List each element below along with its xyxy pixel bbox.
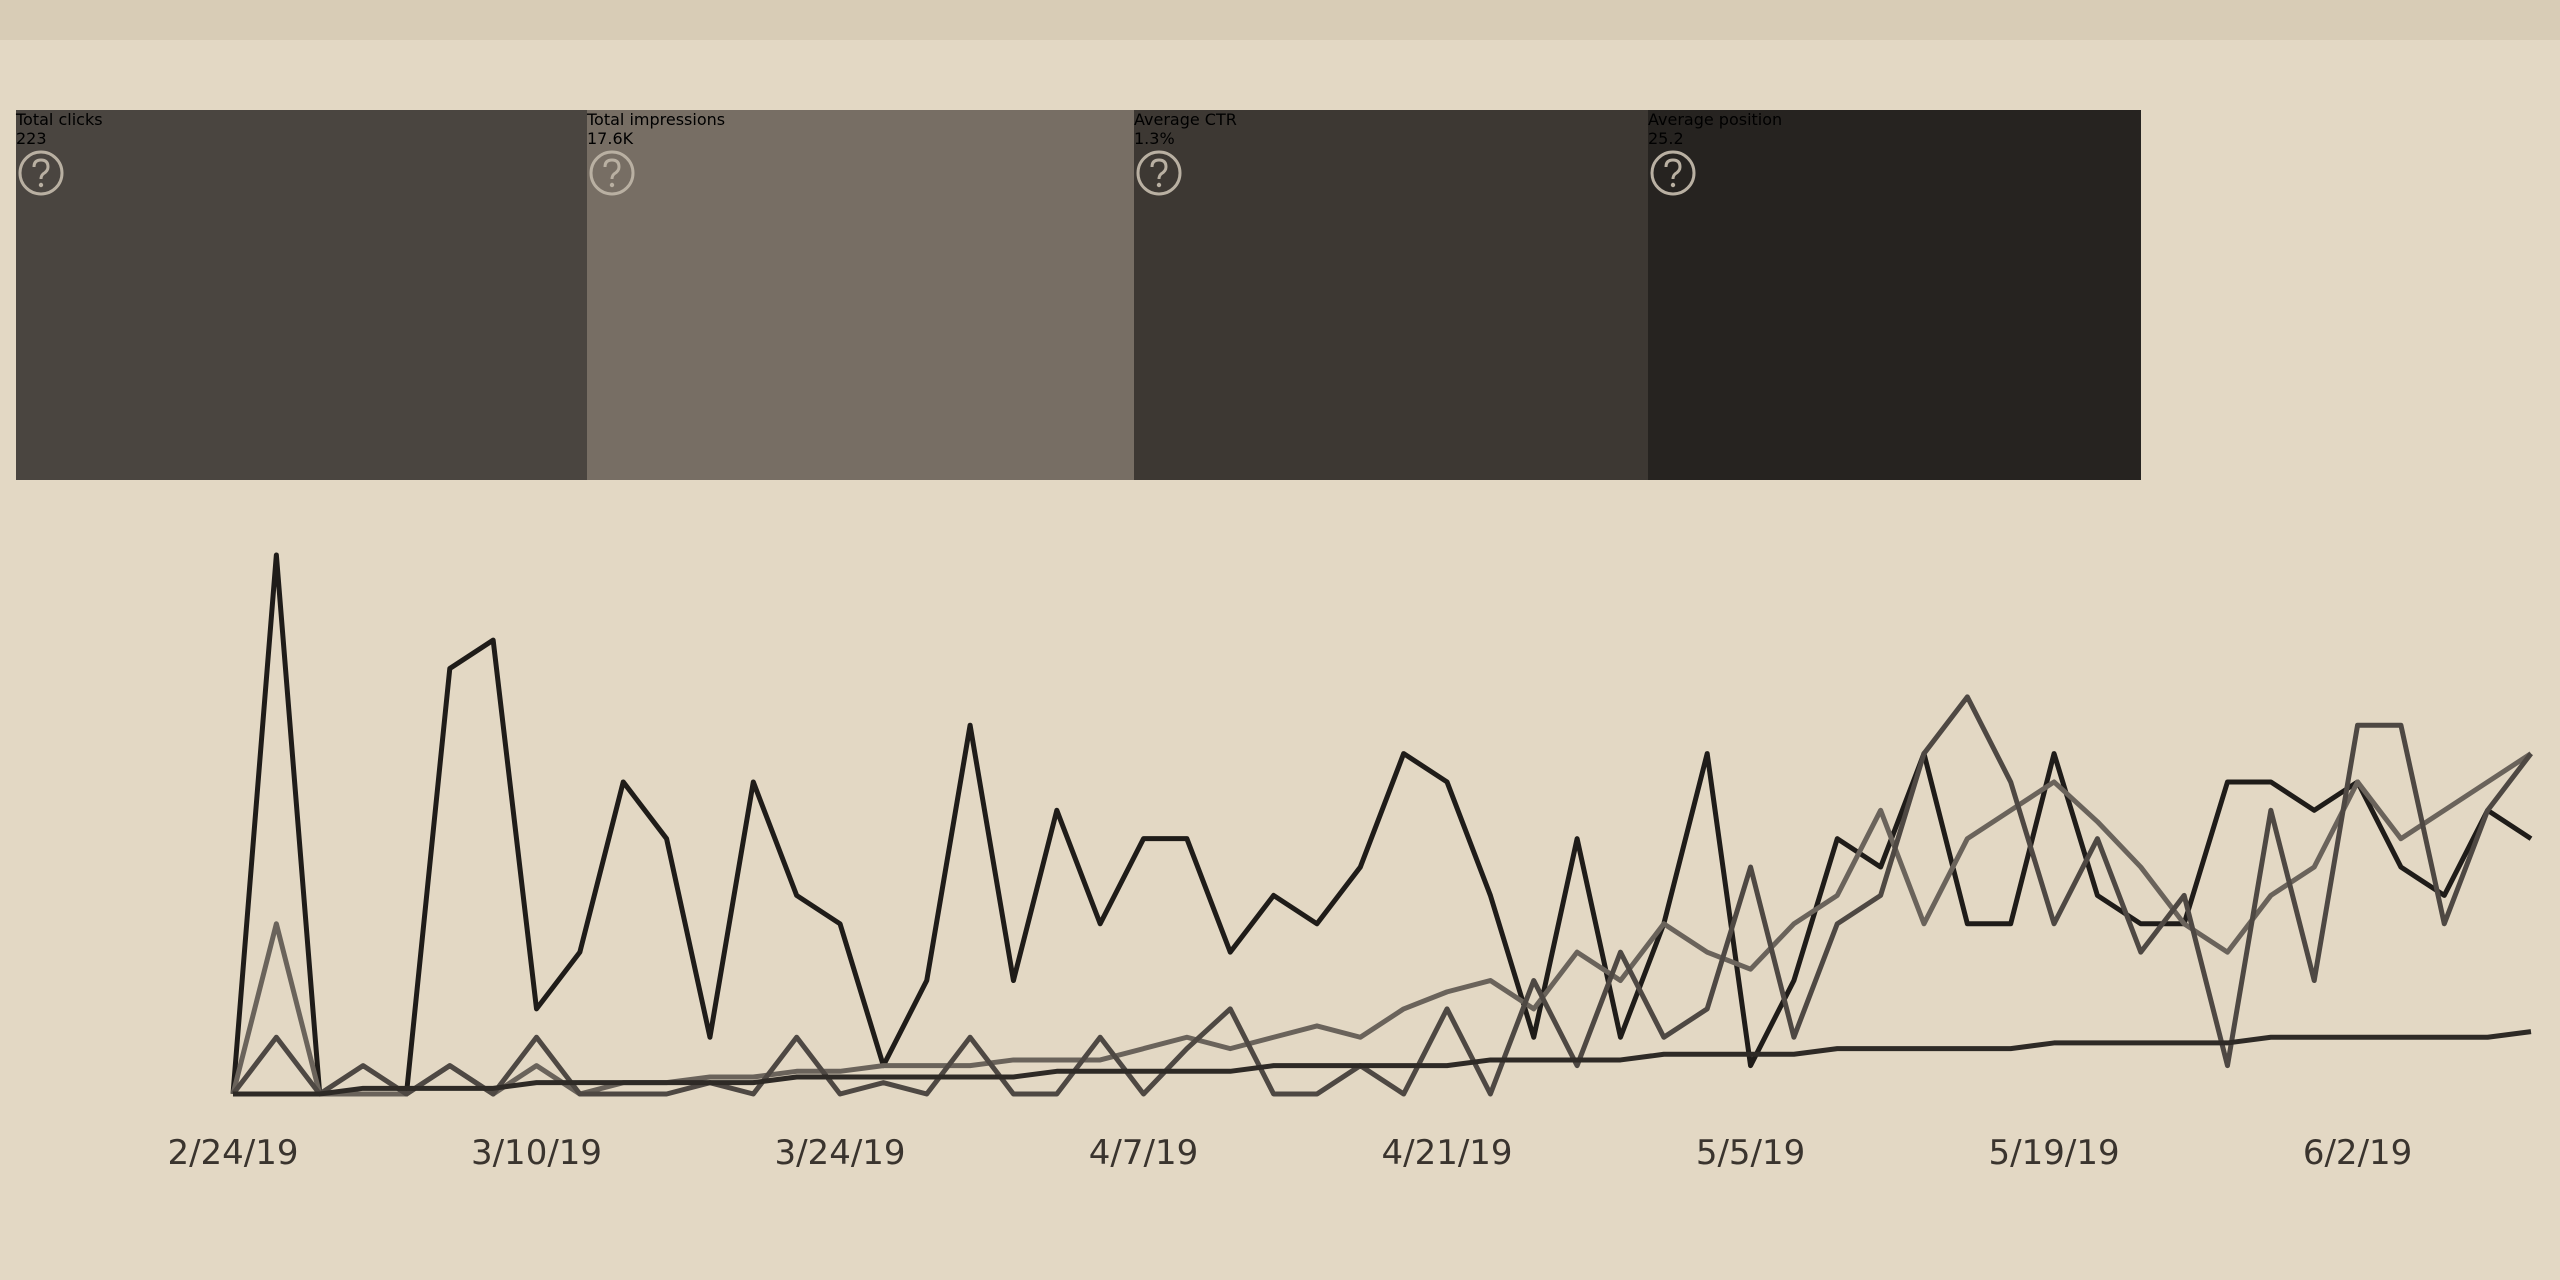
metric-card: Average CTR 1.3% bbox=[1134, 110, 1648, 480]
metric-label: Average position bbox=[1648, 110, 1783, 129]
metric-label: Total clicks bbox=[16, 110, 103, 129]
help-icon bbox=[1136, 150, 1182, 196]
help-mark bbox=[32, 158, 50, 180]
help-mark bbox=[1664, 158, 1682, 180]
x-tick-label: 5/19/19 bbox=[1989, 1133, 2120, 1173]
metric-card: Total impressions 17.6K bbox=[587, 110, 1134, 480]
metric-label: Total impressions bbox=[587, 110, 726, 129]
x-tick-label: 2/24/19 bbox=[167, 1133, 298, 1173]
metric-value: 223 bbox=[16, 129, 47, 148]
help-icon bbox=[1650, 150, 1696, 196]
metric-card: Total clicks 223 bbox=[16, 110, 587, 480]
series-line bbox=[233, 1029, 2532, 1097]
metric-value: 17.6K bbox=[587, 129, 634, 148]
x-tick-label: 4/21/19 bbox=[1381, 1133, 1512, 1173]
metric-value: 1.3% bbox=[1134, 129, 1175, 148]
help-circle bbox=[1650, 150, 1696, 196]
x-tick-label: 3/10/19 bbox=[471, 1133, 602, 1173]
help-dot bbox=[1156, 182, 1162, 188]
help-icon bbox=[589, 150, 635, 196]
metric-card: Average position 25.2 bbox=[1648, 110, 2141, 480]
x-tick-label: 5/5/19 bbox=[1696, 1133, 1805, 1173]
help-dot bbox=[609, 182, 615, 188]
metric-label: Average CTR bbox=[1134, 110, 1237, 129]
help-circle bbox=[18, 150, 64, 196]
x-tick-label: 4/7/19 bbox=[1089, 1133, 1198, 1173]
metric-value: 25.2 bbox=[1648, 129, 1684, 148]
series-line bbox=[231, 694, 2533, 1097]
x-tick-label: 6/2/19 bbox=[2303, 1133, 2412, 1173]
x-tick-label: 3/24/19 bbox=[774, 1133, 905, 1173]
help-circle bbox=[589, 150, 635, 196]
help-mark bbox=[603, 158, 621, 180]
cards: Total clicks 223 Total impressions 17.6K Ave… bbox=[16, 110, 2141, 480]
series-line bbox=[230, 552, 2533, 1097]
help-dot bbox=[1670, 182, 1676, 188]
help-circle bbox=[1136, 150, 1182, 196]
help-mark bbox=[1150, 158, 1168, 180]
help-icon bbox=[18, 150, 64, 196]
help-dot bbox=[38, 182, 44, 188]
